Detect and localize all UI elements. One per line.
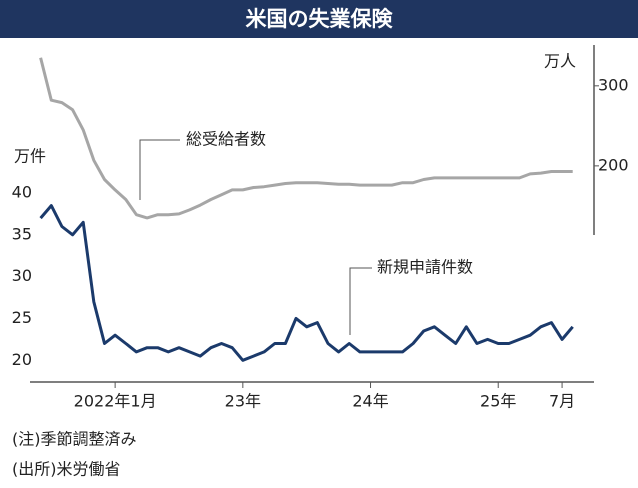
y-tick-label: 20 bbox=[12, 350, 32, 369]
note: (出所)米労働省 bbox=[12, 460, 121, 479]
x-tick-label: 24年 bbox=[352, 392, 388, 411]
leader-line bbox=[349, 267, 372, 335]
y-tick-label: 25 bbox=[12, 308, 32, 327]
x-tick-label: 7月 bbox=[549, 392, 575, 411]
x-tick-label: 23年 bbox=[225, 392, 261, 411]
note: (注)季節調整済み bbox=[12, 430, 137, 449]
series-label: 総受給者数 bbox=[186, 130, 266, 149]
series-label: 新規申請件数 bbox=[377, 258, 473, 277]
y2-tick-label: 200 bbox=[598, 155, 629, 174]
y-unit: 万件 bbox=[14, 147, 46, 166]
leader-line bbox=[139, 139, 180, 200]
series-line bbox=[39, 57, 573, 220]
series-line bbox=[39, 204, 574, 362]
chart-title: 米国の失業保険 bbox=[246, 7, 394, 31]
y2-unit: 万人 bbox=[544, 52, 576, 71]
title-bar bbox=[0, 0, 638, 38]
x-tick-label: 2022年1月 bbox=[74, 392, 157, 411]
y-tick-label: 30 bbox=[12, 266, 32, 285]
y-tick-label: 35 bbox=[12, 224, 32, 243]
x-tick-label: 25年 bbox=[480, 392, 516, 411]
y2-tick-label: 300 bbox=[598, 75, 629, 94]
y-tick-label: 40 bbox=[12, 183, 32, 202]
